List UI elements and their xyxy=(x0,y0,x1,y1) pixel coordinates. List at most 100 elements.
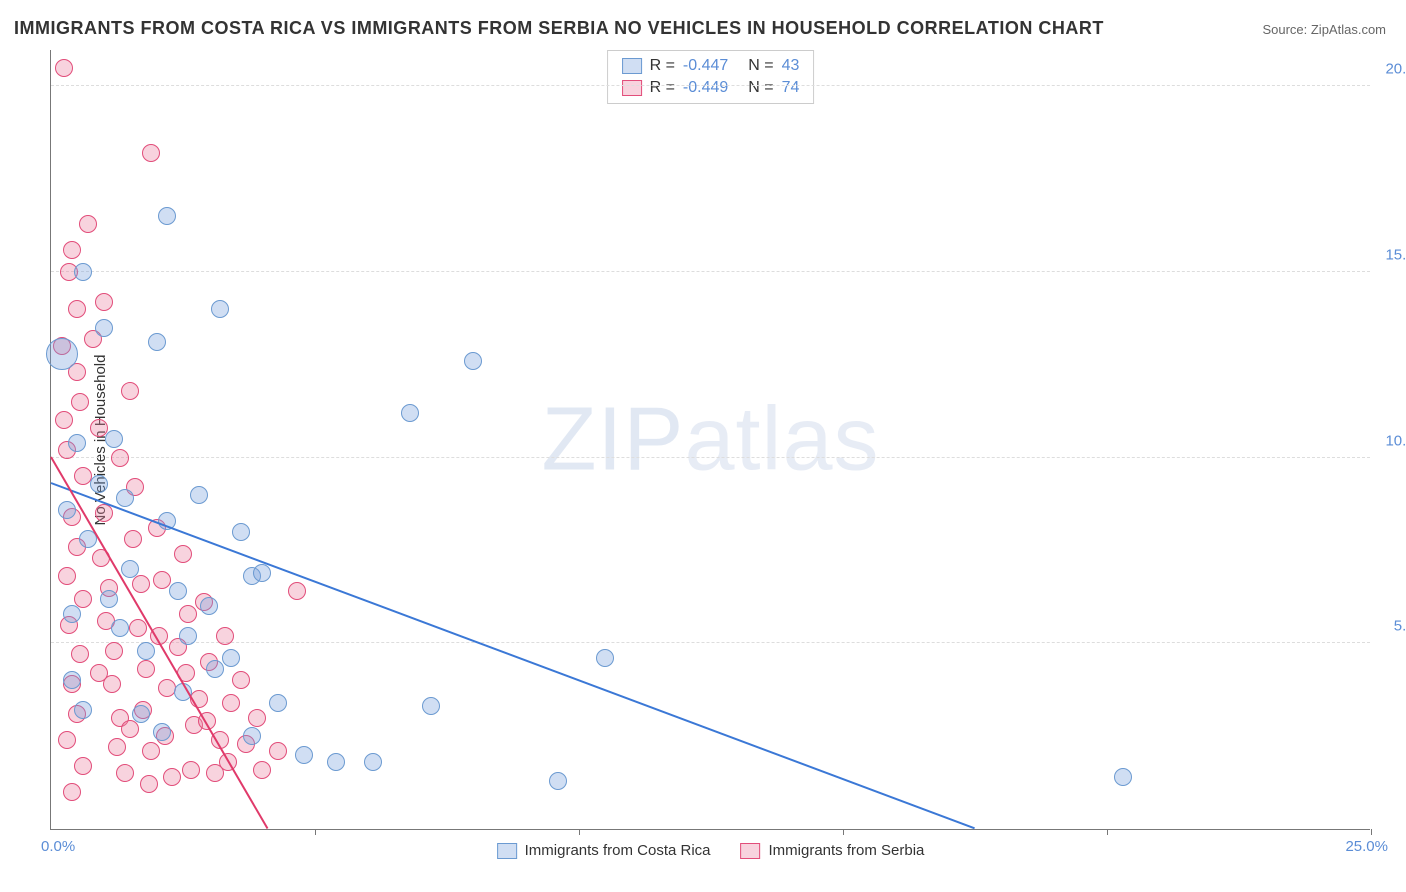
data-point xyxy=(253,761,271,779)
data-point xyxy=(269,742,287,760)
data-point xyxy=(63,605,81,623)
data-point xyxy=(121,382,139,400)
legend-item: Immigrants from Costa Rica xyxy=(497,842,711,859)
data-point xyxy=(74,701,92,719)
data-point xyxy=(148,333,166,351)
x-tick xyxy=(1107,829,1108,835)
data-point xyxy=(55,59,73,77)
data-point xyxy=(108,738,126,756)
data-point xyxy=(216,627,234,645)
source-label: Source: ZipAtlas.com xyxy=(1262,22,1386,37)
data-point xyxy=(58,567,76,585)
legend-label: Immigrants from Serbia xyxy=(769,842,925,859)
legend-n-label: N = xyxy=(748,79,773,97)
data-point xyxy=(132,705,150,723)
data-point xyxy=(71,645,89,663)
data-point xyxy=(63,671,81,689)
data-point xyxy=(232,523,250,541)
legend-swatch xyxy=(741,843,761,859)
legend-n-value: 74 xyxy=(782,79,800,97)
legend-label: Immigrants from Costa Rica xyxy=(525,842,711,859)
data-point xyxy=(55,411,73,429)
data-point xyxy=(364,753,382,771)
data-point xyxy=(327,753,345,771)
legend-r-label: R = xyxy=(650,57,675,75)
data-point xyxy=(121,560,139,578)
data-point xyxy=(100,590,118,608)
data-point xyxy=(248,709,266,727)
watermark: ZIPatlas xyxy=(541,388,879,491)
data-point xyxy=(121,720,139,738)
data-point xyxy=(71,393,89,411)
data-point xyxy=(124,530,142,548)
data-point xyxy=(243,727,261,745)
data-point xyxy=(140,775,158,793)
data-point xyxy=(288,582,306,600)
data-point xyxy=(142,742,160,760)
data-point xyxy=(58,731,76,749)
y-tick-label: 10.0% xyxy=(1385,432,1406,449)
data-point xyxy=(116,764,134,782)
legend-swatch xyxy=(497,843,517,859)
legend-r-label: R = xyxy=(650,79,675,97)
data-point xyxy=(74,757,92,775)
data-point xyxy=(222,694,240,712)
data-point xyxy=(90,419,108,437)
data-point xyxy=(46,338,78,370)
data-point xyxy=(422,697,440,715)
x-origin-label: 0.0% xyxy=(41,838,75,855)
data-point xyxy=(158,207,176,225)
data-point xyxy=(137,660,155,678)
data-point xyxy=(74,263,92,281)
data-point xyxy=(129,619,147,637)
data-point xyxy=(182,761,200,779)
data-point xyxy=(549,772,567,790)
scatter-plot: No Vehicles in Household 0.0% 25.0% ZIPa… xyxy=(50,50,1370,830)
data-point xyxy=(464,352,482,370)
data-point xyxy=(1114,768,1132,786)
data-point xyxy=(137,642,155,660)
correlation-legend: R = -0.447 N = 43 R = -0.449 N = 74 xyxy=(607,50,815,104)
data-point xyxy=(111,449,129,467)
data-point xyxy=(269,694,287,712)
legend-item: Immigrants from Serbia xyxy=(741,842,925,859)
data-point xyxy=(111,619,129,637)
data-point xyxy=(401,404,419,422)
data-point xyxy=(68,434,86,452)
data-point xyxy=(153,723,171,741)
data-point xyxy=(58,501,76,519)
data-point xyxy=(200,597,218,615)
x-tick xyxy=(843,829,844,835)
data-point xyxy=(132,575,150,593)
data-point xyxy=(211,300,229,318)
legend-r-value: -0.447 xyxy=(683,57,728,75)
data-point xyxy=(105,642,123,660)
data-point xyxy=(596,649,614,667)
gridline xyxy=(51,457,1370,458)
legend-n-value: 43 xyxy=(782,57,800,75)
data-point xyxy=(222,649,240,667)
x-tick xyxy=(579,829,580,835)
x-tick xyxy=(315,829,316,835)
data-point xyxy=(79,215,97,233)
data-point xyxy=(174,545,192,563)
data-point xyxy=(179,627,197,645)
x-max-label: 25.0% xyxy=(1345,838,1388,855)
legend-row: R = -0.449 N = 74 xyxy=(622,77,800,99)
data-point xyxy=(169,582,187,600)
data-point xyxy=(95,319,113,337)
data-point xyxy=(95,293,113,311)
data-point xyxy=(90,664,108,682)
data-point xyxy=(179,605,197,623)
chart-title: IMMIGRANTS FROM COSTA RICA VS IMMIGRANTS… xyxy=(14,18,1104,39)
y-tick-label: 20.0% xyxy=(1385,61,1406,78)
data-point xyxy=(163,768,181,786)
legend-r-value: -0.449 xyxy=(683,79,728,97)
data-point xyxy=(142,144,160,162)
data-point xyxy=(153,571,171,589)
data-point xyxy=(232,671,250,689)
gridline xyxy=(51,85,1370,86)
data-point xyxy=(63,783,81,801)
data-point xyxy=(63,241,81,259)
x-tick xyxy=(1371,829,1372,835)
